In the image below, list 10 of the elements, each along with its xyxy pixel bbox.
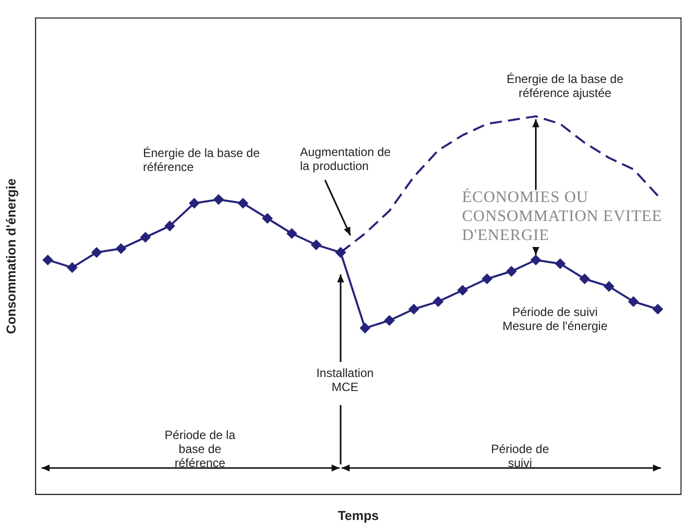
text: Énergie de la base de référence: [143, 146, 261, 174]
series-label: Énergie de la base de référence ajustée: [506, 72, 624, 100]
annotation: Installation MCE: [315, 366, 375, 394]
y-axis-title: Consommation d'énergie: [3, 178, 18, 334]
annotation: Période de suivi: [490, 442, 550, 470]
annotation: Période de la base de référence: [164, 428, 236, 470]
annotation: ÉCONOMIES OU CONSOMMATION EVITEE D'ENERGIE: [462, 188, 664, 245]
series-label: Période de suivi Mesure de l'énergie: [501, 305, 609, 333]
x-axis-title: Temps: [338, 508, 379, 523]
annotation: Augmentation de la production: [300, 145, 392, 173]
